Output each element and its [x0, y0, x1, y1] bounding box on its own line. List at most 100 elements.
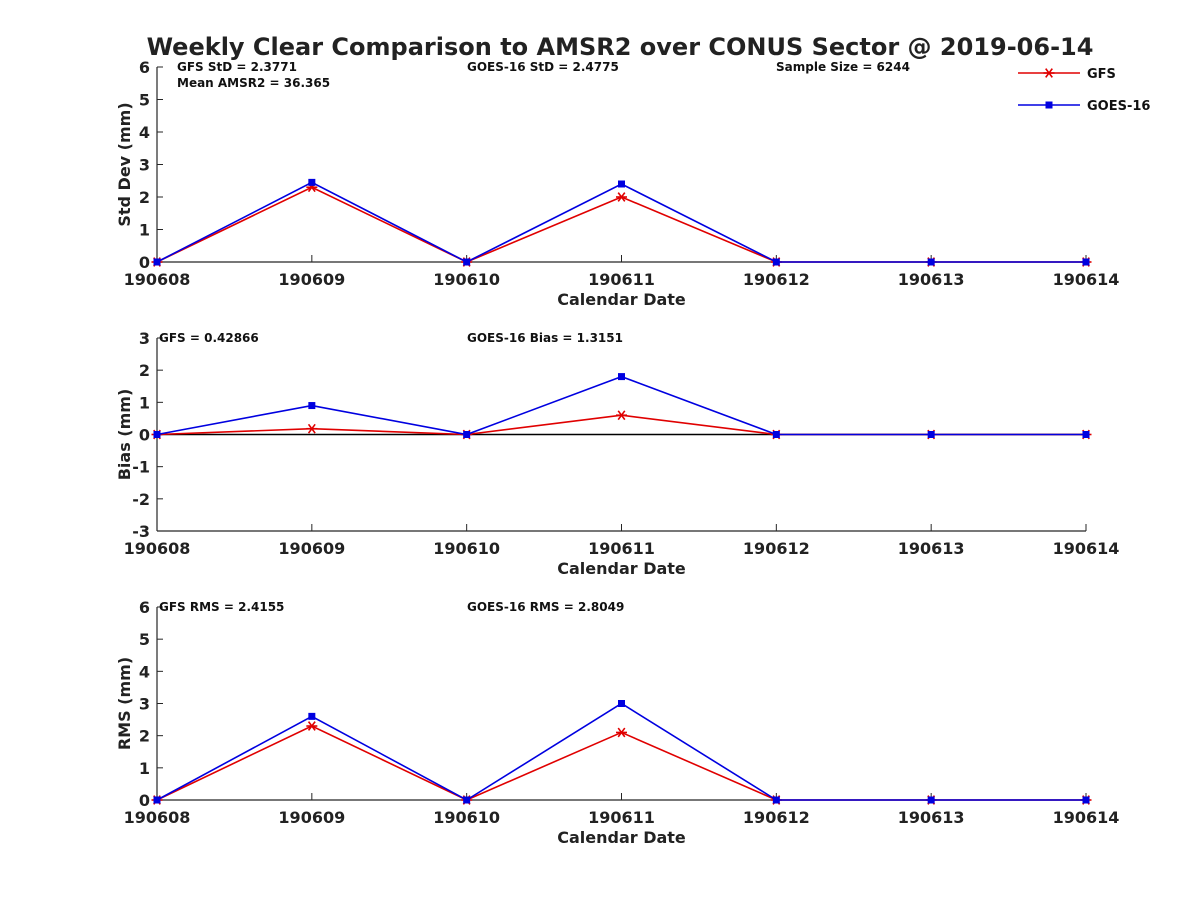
x-tick-label: 190611: [588, 808, 655, 827]
legend-item-goes-16: GOES-16: [1018, 99, 1150, 114]
y-tick-label: -2: [132, 490, 150, 509]
y-tick-label: 1: [139, 221, 150, 240]
data-point-goes-16: [463, 258, 471, 266]
x-tick-label: 190613: [898, 539, 965, 558]
series-line-gfs: [156, 414, 1086, 436]
y-tick-label: -1: [132, 458, 150, 477]
data-point-goes-16: [927, 796, 935, 804]
stat-annotation-goes16: GOES-16 StD = 2.4775: [467, 60, 619, 74]
y-tick-label: 6: [139, 598, 150, 617]
y-tick-label: 2: [139, 188, 150, 207]
data-point-gfs: [306, 721, 318, 731]
stat-annotation-sample-size: Sample Size = 6244: [776, 60, 910, 74]
x-tick-label: 190614: [1053, 808, 1120, 827]
stat-annotation-goes16: GOES-16 Bias = 1.3151: [467, 331, 623, 345]
x-tick-label: 190610: [433, 539, 500, 558]
x-axis-label: Calendar Date: [557, 290, 686, 309]
x-tick-label: 190610: [433, 270, 500, 289]
series-goes-16: [153, 178, 1090, 266]
x-tick-label: 190608: [124, 808, 191, 827]
chart-panels: 0 1 2 3 4 5 6 190608 190609 190610 190611 190612 190…: [115, 58, 1119, 847]
data-point-goes-16: [153, 258, 161, 266]
data-point-goes-16: [772, 431, 780, 438]
data-point-goes-16: [308, 178, 316, 186]
x-tick-label: 190613: [898, 270, 965, 289]
data-point-goes-16: [618, 700, 625, 707]
data-point-goes-16: [1082, 431, 1090, 438]
x-tick-label: 190611: [588, 539, 655, 558]
x-tick-label: 190614: [1053, 539, 1120, 558]
series-goes-16: [153, 373, 1090, 438]
data-point-goes-16: [153, 431, 161, 438]
stat-annotation-goes16: GOES-16 RMS = 2.8049: [467, 600, 624, 614]
x-tick-label: 190608: [124, 539, 191, 558]
y-tick-label: 1: [139, 759, 150, 778]
y-tick-label: 3: [139, 329, 150, 348]
data-point-gfs: [616, 192, 627, 202]
series-goes-16: [153, 700, 1090, 804]
x-tick-label: 190613: [898, 808, 965, 827]
legend-marker: [1045, 101, 1053, 109]
data-point-goes-16: [618, 180, 625, 188]
x-tick-label: 190612: [743, 539, 810, 558]
x-tick-label: 190612: [743, 270, 810, 289]
data-point-gfs: [616, 727, 627, 738]
data-point-goes-16: [927, 431, 935, 438]
legend-label: GFS: [1087, 67, 1116, 82]
x-tick-label: 190610: [433, 808, 500, 827]
y-tick-label: -3: [132, 522, 150, 541]
series-line-gfs: [156, 725, 1086, 801]
x-axis-label: Calendar Date: [557, 559, 686, 578]
y-tick-label: 5: [139, 630, 150, 649]
y-axis-label: Std Dev (mm): [115, 102, 134, 226]
chart-title: Weekly Clear Comparison to AMSR2 over CO…: [147, 33, 1094, 61]
stat-annotation-gfs: GFS RMS = 2.4155: [159, 600, 284, 614]
data-point-goes-16: [1082, 258, 1090, 266]
x-tick-label: 190611: [588, 270, 655, 289]
y-tick-label: 2: [139, 361, 150, 380]
y-tick-label: 0: [139, 791, 150, 810]
y-axis-label: RMS (mm): [115, 657, 134, 750]
x-tick-label: 190609: [278, 539, 345, 558]
data-point-goes-16: [927, 258, 935, 266]
data-point-goes-16: [463, 431, 471, 438]
series-gfs: [151, 182, 1092, 267]
stat-annotation-gfs: GFS = 0.42866: [159, 331, 259, 345]
y-tick-label: 4: [139, 123, 150, 142]
legend-marker: [1043, 68, 1055, 78]
data-point-goes-16: [618, 373, 625, 381]
data-point-goes-16: [772, 796, 780, 804]
data-point-goes-16: [463, 796, 471, 804]
data-point-goes-16: [308, 402, 316, 410]
series-line-gfs: [156, 186, 1086, 263]
series-line-goes-16: [156, 702, 1086, 801]
data-point-gfs: [616, 410, 627, 421]
panel-1: 0 1 2 3 4 5 6 190608 190609 190610 190611 190612 190…: [115, 58, 1119, 309]
x-tick-label: 190612: [743, 808, 810, 827]
panel-3: 0 1 2 3 4 5 6 190608 190609 190610 190611 190612 190…: [115, 598, 1119, 847]
y-tick-label: 0: [139, 253, 150, 272]
legend-item-gfs: GFS: [1018, 67, 1116, 82]
x-axis-label: Calendar Date: [557, 828, 686, 847]
panel-2: -3 -2 -1 0 1 2 3 190608 190609 190610 190611 190612…: [115, 329, 1119, 578]
x-tick-label: 190614: [1053, 270, 1120, 289]
x-tick-label: 190609: [278, 808, 345, 827]
y-tick-label: 5: [139, 91, 150, 110]
data-point-goes-16: [772, 258, 780, 266]
y-tick-label: 2: [139, 727, 150, 746]
data-point-goes-16: [153, 796, 161, 804]
series-gfs: [151, 721, 1092, 805]
legend-label: GOES-16: [1087, 99, 1150, 114]
y-tick-label: 4: [139, 662, 150, 681]
data-point-goes-16: [1082, 796, 1090, 804]
y-tick-label: 1: [139, 393, 150, 412]
stat-annotation-mean: Mean AMSR2 = 36.365: [177, 76, 330, 90]
y-tick-label: 3: [139, 695, 150, 714]
x-tick-label: 190609: [278, 270, 345, 289]
series-line-goes-16: [156, 375, 1086, 436]
stat-annotation-gfs: GFS StD = 2.3771: [177, 60, 297, 74]
y-tick-label: 3: [139, 156, 150, 175]
y-tick-label: 6: [139, 58, 150, 77]
legend: GFS GOES-16: [1018, 67, 1150, 114]
